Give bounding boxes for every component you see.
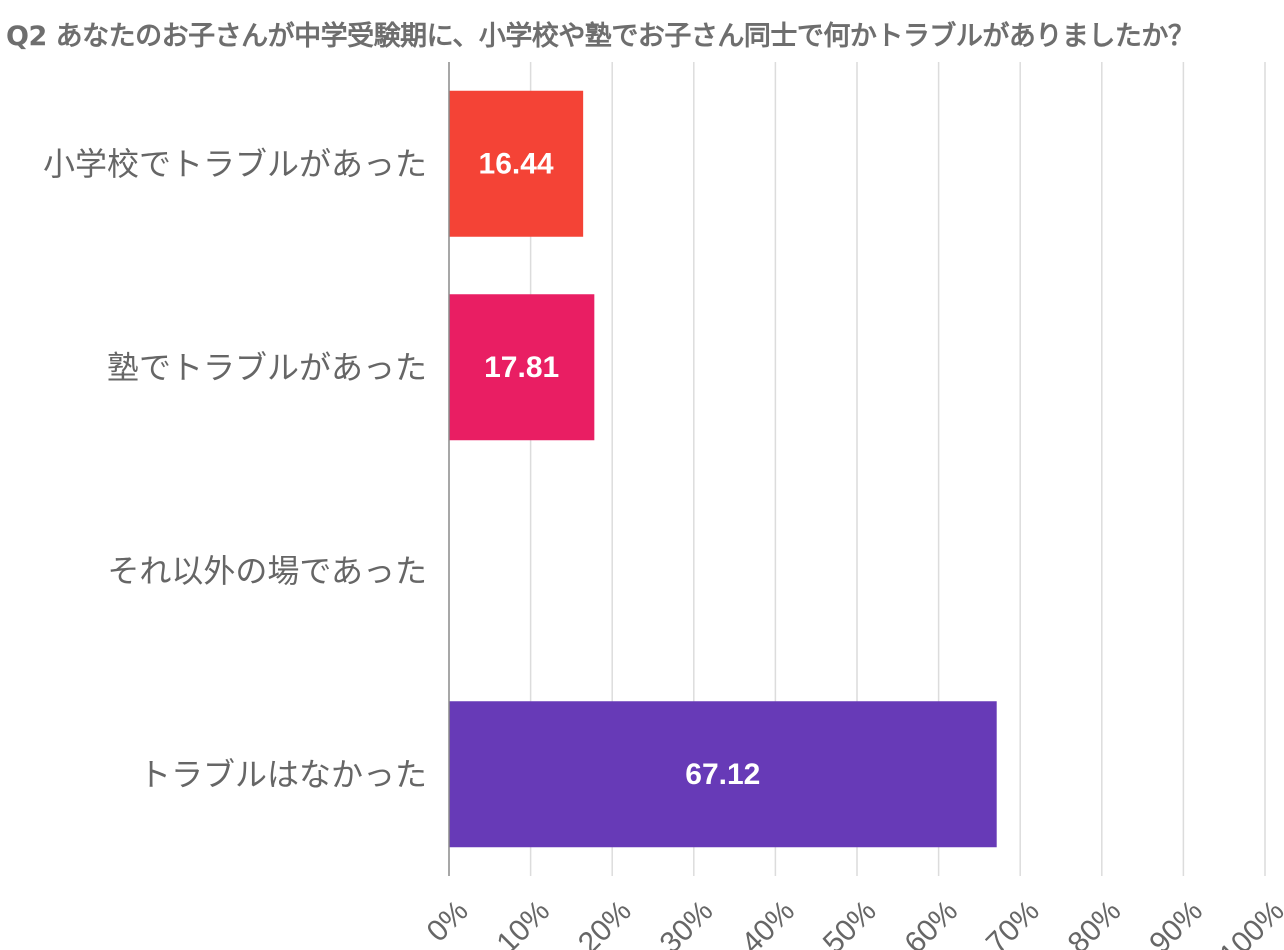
x-axis-ticks: 0% 10% 20% 30% 40% 50% 60% 70% 80% 90% 100% (421, 894, 1284, 950)
x-tick-label: 60% (898, 894, 964, 950)
bar-2 (449, 294, 595, 441)
chart-title: Q2 あなたのお子さんが中学受験期に、小学校や塾でお子さん同士で何かトラブルがあ… (6, 21, 1195, 52)
category-label: 小学校でトラブルがあった (43, 145, 427, 183)
x-tick-label: 10% (490, 894, 556, 950)
x-tick-label: 90% (1143, 894, 1209, 950)
grid-lines (529, 62, 1266, 876)
x-tick-label: 50% (817, 894, 883, 950)
category-label: 塾でトラブルがあった (107, 348, 427, 386)
x-tick-label: 0% (421, 894, 475, 948)
x-tick-label: 80% (1062, 894, 1128, 950)
bars: 16.44 17.81 67.12 (449, 90, 997, 848)
bar-value-label: 67.12 (685, 758, 760, 791)
bar-1 (449, 90, 584, 237)
x-tick-label: 30% (654, 894, 720, 950)
bar-4 (449, 701, 997, 848)
bar-value-label: 16.44 (479, 147, 554, 180)
category-label: それ以外の場であった (107, 552, 427, 590)
category-label: トラブルはなかった (139, 755, 427, 793)
x-tick-label: 40% (735, 894, 801, 950)
x-tick-label: 70% (980, 894, 1046, 950)
x-tick-label: 20% (572, 894, 638, 950)
bar-value-label: 17.81 (484, 351, 559, 384)
x-tick-label: 100% (1213, 894, 1284, 950)
category-labels: 小学校でトラブルがあった塾でトラブルがあったそれ以外の場であったトラブルはなかっ… (43, 145, 427, 794)
